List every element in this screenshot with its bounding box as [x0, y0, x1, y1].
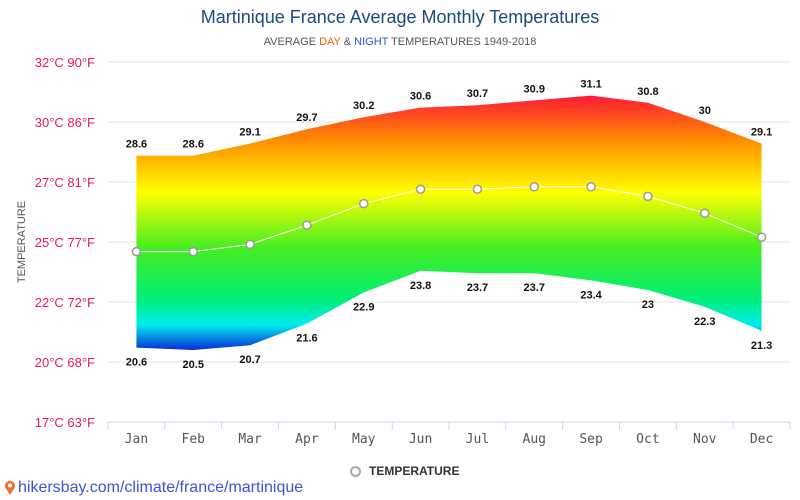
- night-data-label: 20.5: [183, 359, 204, 371]
- night-data-label: 20.6: [126, 357, 147, 369]
- y-tick-label: 22°C 72°F: [35, 295, 95, 310]
- temperature-point: [131, 246, 142, 257]
- x-tick-label: Nov: [693, 432, 717, 447]
- legend-item-temperature[interactable]: TEMPERATURE: [350, 464, 459, 478]
- temperature-point: [245, 239, 255, 250]
- night-data-label: 20.7: [239, 354, 260, 366]
- footer-link[interactable]: hikersbay.com/climate/france/martinique: [4, 479, 303, 497]
- day-data-label: 30.2: [353, 100, 374, 112]
- x-tick-label: Sep: [579, 432, 603, 447]
- subtitle-amp: &: [340, 36, 355, 48]
- legend-marker-icon: [350, 465, 361, 477]
- day-data-label: 30.8: [637, 86, 658, 98]
- temperature-point: [586, 182, 596, 192]
- subtitle-prefix: AVERAGE: [263, 36, 320, 48]
- night-data-label: 23.7: [524, 282, 545, 294]
- footer-link-text: hikersbay.com/climate/france/martinique: [18, 479, 304, 496]
- day-data-label: 29.7: [296, 112, 317, 124]
- temperature-point: [359, 198, 369, 209]
- temperature-line: [136, 186, 762, 253]
- x-tick-label: Mar: [238, 432, 262, 447]
- x-tick-label: Jan: [125, 432, 148, 447]
- x-tick-label: Aug: [523, 432, 546, 447]
- temperature-point: [643, 191, 653, 202]
- y-tick-label: 25°C 77°F: [35, 235, 95, 250]
- y-tick-label: 32°C 90°F: [35, 55, 95, 70]
- y-tick-label: 17°C 63°F: [35, 415, 95, 430]
- y-tick-label: 27°C 81°F: [35, 175, 95, 190]
- night-data-label: 23: [642, 299, 654, 311]
- chart-title: Martinique France Average Monthly Temper…: [200, 7, 600, 27]
- temperature-point: [415, 184, 426, 194]
- temperature-point: [529, 182, 539, 192]
- night-data-label: 21.3: [751, 340, 772, 352]
- night-data-label: 22.3: [694, 316, 715, 328]
- day-data-label: 31.1: [580, 79, 601, 91]
- legend-label: TEMPERATURE: [369, 464, 460, 478]
- subtitle-suffix: TEMPERATURES 1949-2018: [388, 36, 537, 48]
- night-data-label: 23.8: [410, 280, 431, 292]
- x-tick-label: May: [352, 432, 376, 447]
- day-data-label: 30.9: [524, 83, 545, 95]
- y-axis-title: TEMPERATURE: [16, 201, 28, 283]
- day-night-range-band: [136, 95, 762, 350]
- night-data-label: 21.6: [296, 333, 317, 345]
- day-data-label: 28.6: [183, 139, 204, 151]
- night-data-label: 22.9: [353, 301, 374, 313]
- chart-subtitle: AVERAGE DAY & NIGHT TEMPERATURES 1949-20…: [0, 36, 800, 48]
- y-tick-label: 30°C 86°F: [35, 115, 95, 130]
- night-data-label: 23.4: [580, 289, 602, 301]
- subtitle-day: DAY: [319, 36, 341, 48]
- day-data-label: 30.7: [467, 88, 488, 100]
- map-pin-icon: [5, 480, 15, 495]
- temperature-point: [472, 184, 483, 194]
- y-tick-label: 20°C 68°F: [35, 355, 95, 370]
- temperature-point: [188, 246, 198, 257]
- temperature-point: [302, 220, 312, 230]
- x-tick-label: Apr: [295, 432, 319, 447]
- temperature-point: [700, 208, 710, 218]
- night-data-label: 23.7: [467, 282, 488, 294]
- day-data-label: 29.1: [239, 127, 260, 139]
- day-data-label: 29.1: [751, 127, 772, 139]
- temperature-point: [756, 232, 767, 242]
- x-tick-label: Dec: [750, 432, 773, 447]
- x-tick-label: Oct: [636, 432, 659, 447]
- x-tick-label: Jul: [466, 432, 489, 447]
- day-data-label: 28.6: [126, 139, 147, 151]
- day-data-label: 30: [699, 105, 711, 117]
- subtitle-night: NIGHT: [354, 36, 389, 48]
- x-tick-label: Jun: [409, 432, 432, 447]
- day-data-label: 30.6: [410, 91, 431, 103]
- x-tick-label: Feb: [182, 432, 206, 447]
